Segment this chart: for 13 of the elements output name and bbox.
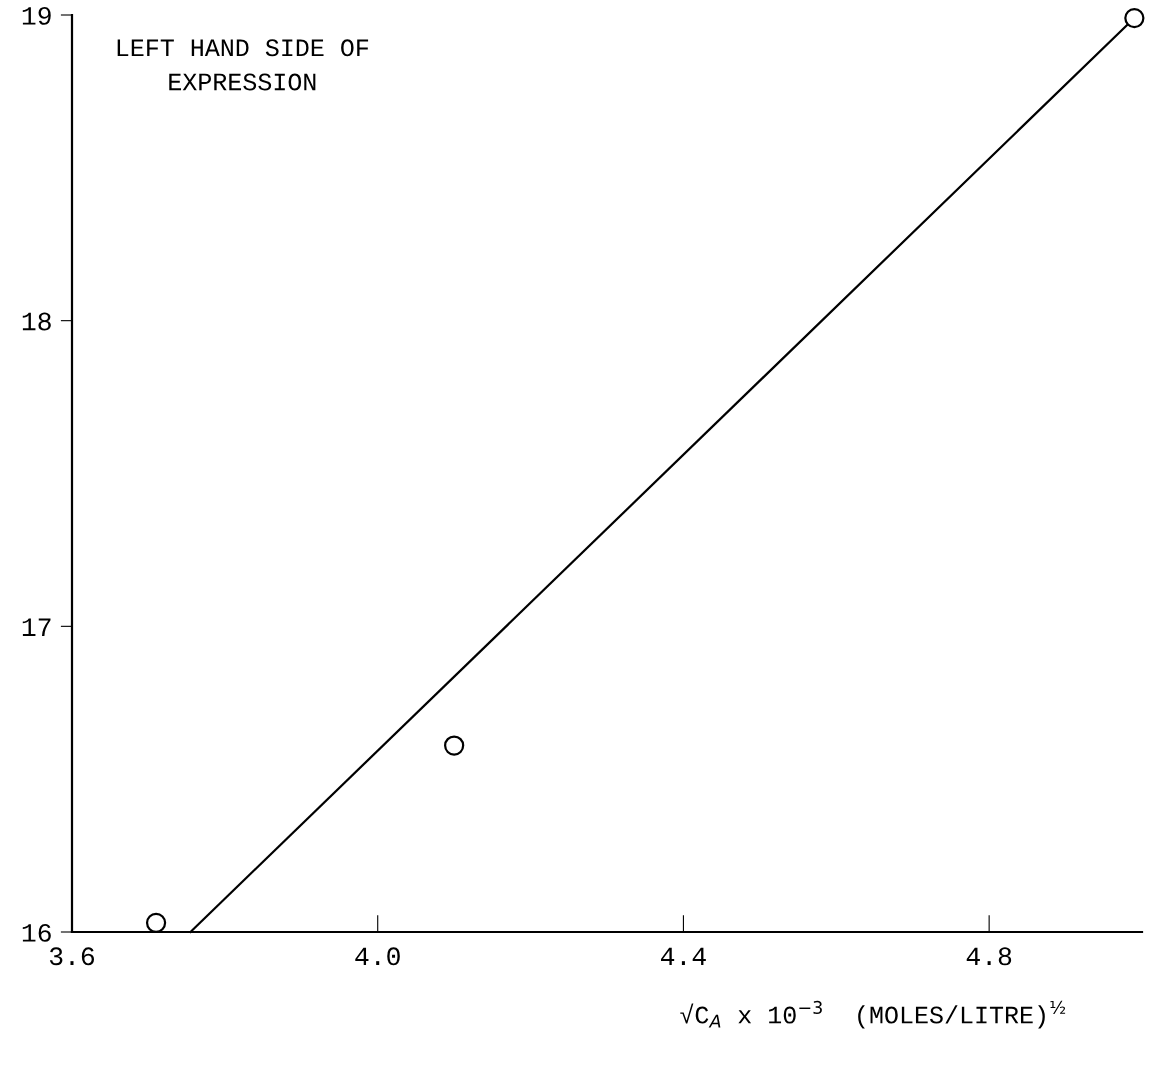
point [444,735,465,756]
x-tick-label: 3.6 [49,947,95,966]
y-tick-label: 17 [22,618,51,636]
text: √C$_{A}$ x 10$^{−3}$ (MOLES/LITRE)$^{½}$ [680,1000,1066,1029]
y-axis-title: LEFT HAND SIDE OF EXPRESSION [117,39,369,91]
point [145,912,167,933]
x-tick-label: 4.8 [966,947,1012,966]
y-tick-label: 16 [22,923,51,942]
y-tick-label: 19 [22,6,51,25]
x-tick-label: 4.0 [355,947,400,966]
y-tick-label: 18 [22,312,51,331]
point [1124,7,1145,29]
x-tick-label: 4.4 [661,947,706,966]
